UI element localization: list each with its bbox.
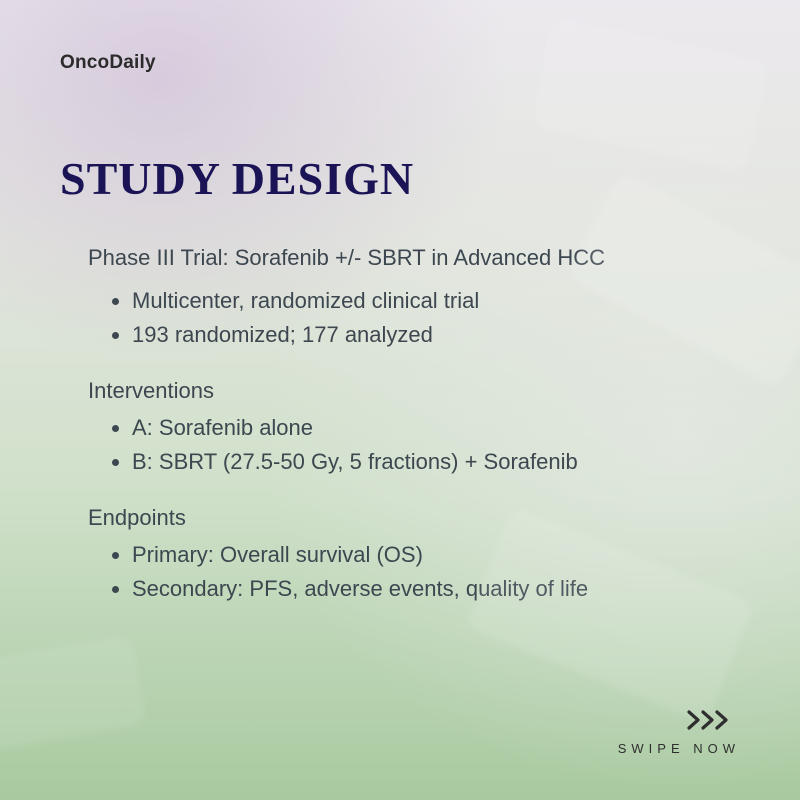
content-block: Phase III Trial: Sorafenib +/- SBRT in A… xyxy=(60,241,740,607)
interventions-bullets: A: Sorafenib alone B: SBRT (27.5-50 Gy, … xyxy=(88,411,740,479)
bg-shape xyxy=(531,18,769,171)
interventions-heading: Interventions xyxy=(88,374,740,407)
swipe-label: SWIPE NOW xyxy=(618,741,740,756)
page-title: STUDY DESIGN xyxy=(60,152,740,205)
lead-bullets: Multicenter, randomized clinical trial 1… xyxy=(88,284,740,352)
swipe-footer[interactable]: SWIPE NOW xyxy=(618,709,740,756)
list-item: Multicenter, randomized clinical trial xyxy=(132,284,740,318)
list-item: A: Sorafenib alone xyxy=(132,411,740,445)
list-item: 193 randomized; 177 analyzed xyxy=(132,318,740,352)
endpoints-heading: Endpoints xyxy=(88,501,740,534)
list-item: B: SBRT (27.5-50 Gy, 5 fractions) + Sora… xyxy=(132,445,740,479)
slide-card: OncoDaily STUDY DESIGN Phase III Trial: … xyxy=(0,0,800,800)
bg-shape xyxy=(0,635,146,755)
chevrons-icon xyxy=(686,709,740,731)
endpoints-bullets: Primary: Overall survival (OS) Secondary… xyxy=(88,538,740,606)
list-item: Secondary: PFS, adverse events, quality … xyxy=(132,572,740,606)
list-item: Primary: Overall survival (OS) xyxy=(132,538,740,572)
brand-label: OncoDaily xyxy=(60,52,740,74)
lead-text: Phase III Trial: Sorafenib +/- SBRT in A… xyxy=(88,241,740,274)
